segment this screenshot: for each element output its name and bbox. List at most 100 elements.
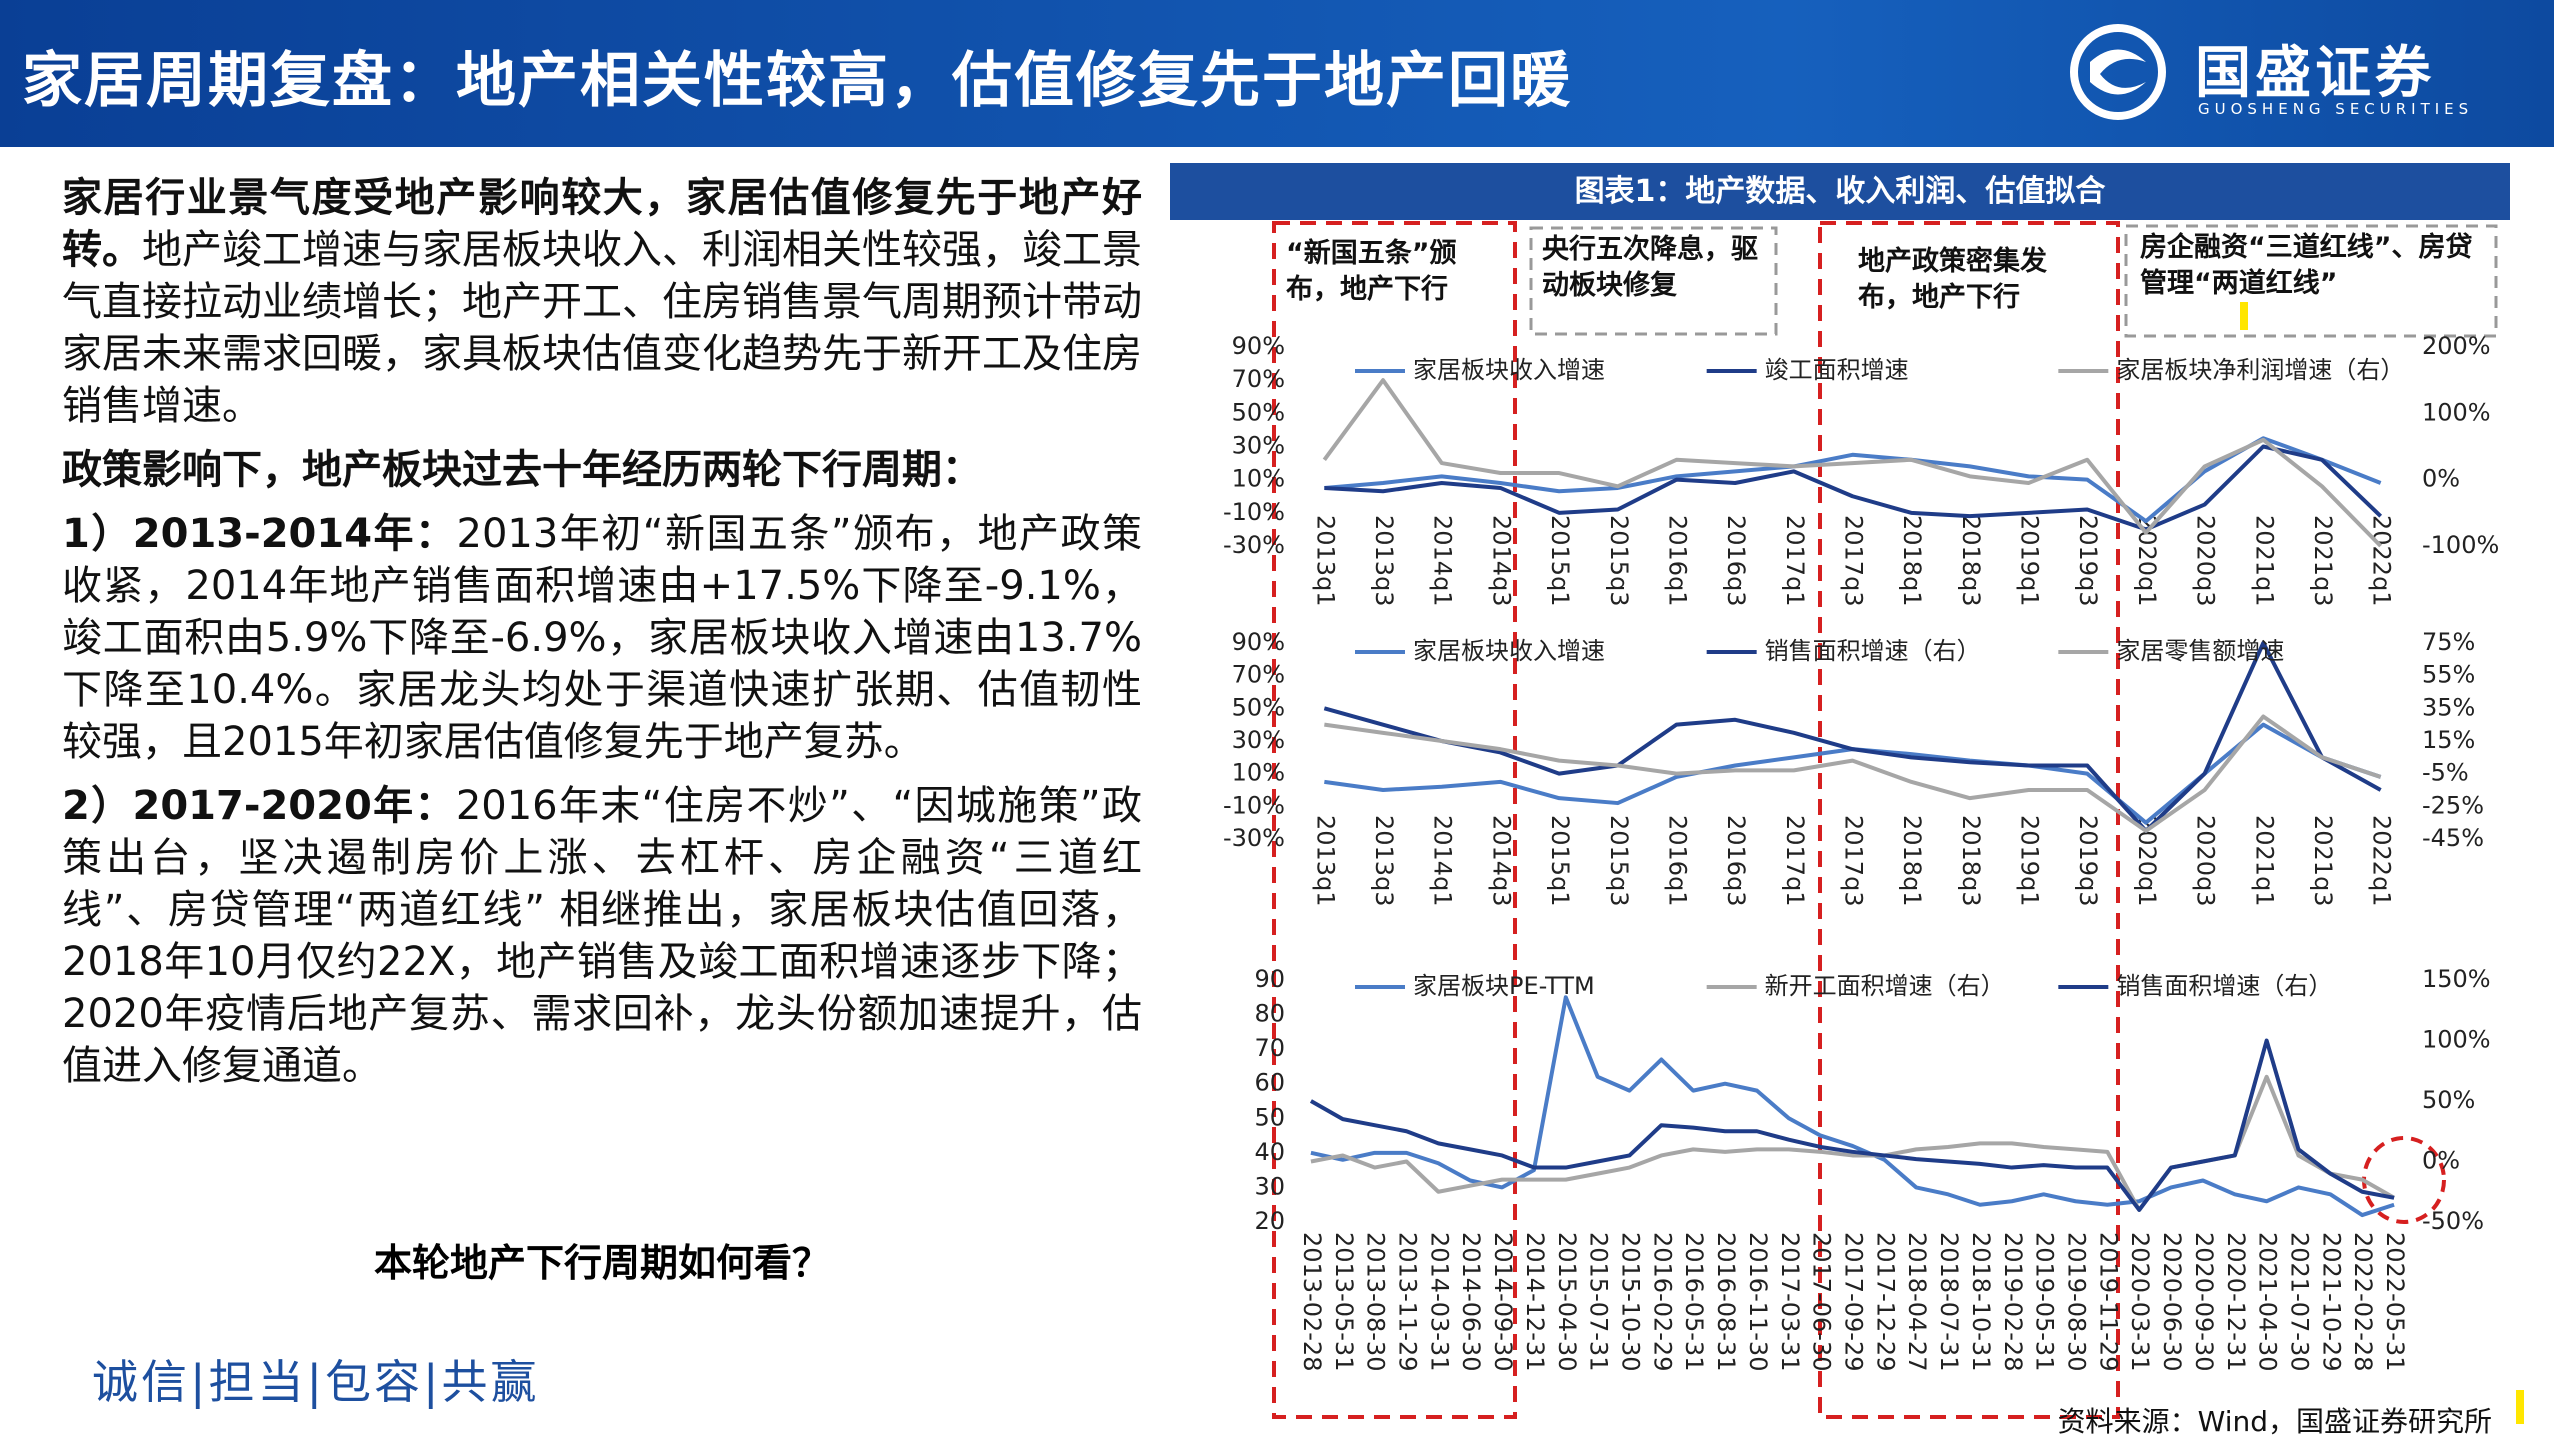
x-tick-label: 2022-02-28: [2349, 1232, 2377, 1371]
y-tick-label: -30%: [1223, 531, 1285, 559]
x-tick-label: 2021-07-30: [2286, 1232, 2314, 1371]
x-tick-label: 2013-05-31: [1330, 1232, 1358, 1371]
x-tick-label: 2019-02-28: [1999, 1232, 2027, 1371]
y2-tick-label: 200%: [2422, 332, 2491, 360]
y2-tick-label: 35%: [2422, 693, 2475, 721]
y-tick-label: 90: [1254, 965, 1285, 993]
series-line: [1324, 722, 2382, 825]
annotation: 房企融资“三道红线”、房贷管理“两道红线”: [2140, 232, 2473, 299]
paragraph-text: 2016年末“住房不炒”、“因城施策”政策出台，坚决遏制房价上涨、去杠杆、房企融…: [62, 783, 1142, 1089]
x-tick-label: 2014q1: [1429, 515, 1457, 607]
x-tick-label: 2013q3: [1370, 515, 1398, 607]
y-tick-label: 90%: [1232, 628, 1285, 656]
x-tick-label: 2013q1: [1311, 815, 1339, 907]
paragraph-lead: 家居行业景气度受地产影响较大，家居估值修复先于地产好转。: [62, 175, 1142, 273]
x-tick-label: 2014q1: [1429, 815, 1457, 907]
y2-tick-label: 15%: [2422, 726, 2475, 754]
paragraph: 政策影响下，地产板块过去十年经历两轮下行周期：: [62, 444, 1142, 496]
y-tick-label: -30%: [1223, 824, 1285, 852]
x-tick-label: 2021q1: [2250, 815, 2278, 907]
x-tick-label: 2017q3: [1840, 515, 1868, 607]
y-tick-label: 60: [1254, 1069, 1285, 1097]
x-tick-label: 2016q1: [1663, 515, 1691, 607]
logo: [2070, 24, 2166, 120]
note-box: [2124, 224, 2498, 338]
header-bar: [0, 0, 2554, 147]
legend-label: 新开工面积增速（右）: [1765, 972, 2005, 1000]
legend-label: 家居板块收入增速: [1413, 356, 1605, 384]
y2-tick-label: 75%: [2422, 628, 2475, 656]
y-tick-label: -10%: [1223, 791, 1285, 819]
x-tick-label: 2013q3: [1370, 815, 1398, 907]
x-tick-label: 2014-06-30: [1457, 1232, 1485, 1371]
y-tick-label: 50: [1254, 1103, 1285, 1131]
x-tick-label: 2016-08-31: [1712, 1232, 1740, 1371]
legend-label: 竣工面积增速: [1765, 356, 1909, 384]
x-tick-label: 2015q3: [1605, 815, 1633, 907]
y-tick-label: 90%: [1232, 332, 1285, 360]
paragraph: 2）2017-2020年：2016年末“住房不炒”、“因城施策”政策出台，坚决遏…: [62, 780, 1142, 1092]
y2-tick-label: -50%: [2422, 1207, 2484, 1235]
x-tick-label: 2020-03-31: [2126, 1232, 2154, 1371]
x-tick-label: 2017-12-29: [1871, 1232, 1899, 1371]
x-tick-label: 2021-10-29: [2317, 1232, 2345, 1371]
series-line: [1309, 1038, 2395, 1212]
series-line: [1310, 995, 2395, 1218]
y2-tick-label: 100%: [2422, 1026, 2491, 1054]
figure-title: 图表1：地产数据、收入利润、估值拟合: [1170, 163, 2510, 220]
y2-tick-label: 0%: [2422, 465, 2460, 493]
y2-tick-label: 55%: [2422, 661, 2475, 689]
x-tick-label: 2020q3: [2192, 515, 2220, 607]
legend-label: 家居零售额增速: [2116, 637, 2284, 665]
x-tick-label: 2022q1: [2368, 515, 2396, 607]
x-tick-label: 2020-09-30: [2190, 1232, 2218, 1371]
y2-tick-label: 100%: [2422, 398, 2491, 426]
paragraph-lead: 1）2013-2014年：: [62, 511, 457, 557]
x-tick-label: 2016q3: [1722, 515, 1750, 607]
x-tick-label: 2020-06-30: [2158, 1232, 2186, 1371]
paragraph: 1）2013-2014年：2013年初“新国五条”颁布，地产政策收紧，2014年…: [62, 508, 1142, 768]
y2-tick-label: 50%: [2422, 1086, 2475, 1114]
y-tick-label: 80: [1254, 1000, 1285, 1028]
highlight-mark: [2240, 302, 2248, 330]
highlight-mark: [2516, 1390, 2524, 1424]
x-tick-label: 2013q1: [1311, 515, 1339, 607]
x-tick-label: 2016q1: [1663, 815, 1691, 907]
paragraph-lead: 政策影响下，地产板块过去十年经历两轮下行周期：: [62, 447, 982, 493]
source: 资料来源：Wind，国盛证券研究所: [2057, 1405, 2492, 1438]
x-tick-label: 2022q1: [2368, 815, 2396, 907]
annotation: 地产政策密集发布，地产下行: [1858, 246, 2047, 313]
logo-text: 国盛证券: [2195, 41, 2435, 106]
y-tick-label: 10%: [1232, 465, 1285, 493]
x-tick-label: 2013-11-29: [1394, 1232, 1422, 1371]
x-tick-label: 2020-12-31: [2222, 1232, 2250, 1371]
x-tick-label: 2018q3: [1957, 815, 1985, 907]
y-tick-label: 40: [1254, 1138, 1285, 1166]
y2-tick-label: -25%: [2422, 791, 2484, 819]
paragraph-text: 2013年初“新国五条”颁布，地产政策收紧，2014年地产销售面积增速由+17.…: [62, 511, 1142, 765]
x-tick-label: 2015q3: [1605, 515, 1633, 607]
x-tick-label: 2013-02-28: [1298, 1232, 1326, 1371]
x-tick-label: 2018q1: [1898, 815, 1926, 907]
y2-tick-label: 0%: [2422, 1147, 2460, 1175]
x-tick-label: 2014q3: [1487, 515, 1515, 607]
x-tick-label: 2013-08-30: [1362, 1232, 1390, 1371]
period-box: [1272, 221, 1517, 1419]
y-tick-label: 30%: [1232, 726, 1285, 754]
slide-title: 家居周期复盘：地产相关性较高，估值修复先于地产回暖: [22, 46, 1572, 116]
x-tick-label: 2021q1: [2250, 515, 2278, 607]
x-tick-label: 2014-12-31: [1521, 1232, 1549, 1371]
note-box: [1529, 226, 1778, 336]
body-text: 家居行业景气度受地产影响较大，家居估值修复先于地产好转。地产竣工增速与家居板块收…: [62, 172, 1142, 1104]
x-tick-label: 2019-11-29: [2094, 1232, 2122, 1371]
y-tick-label: 20: [1254, 1207, 1285, 1235]
x-tick-label: 2015q1: [1546, 515, 1574, 607]
y-tick-label: 30: [1254, 1172, 1285, 1200]
x-tick-label: 2018q1: [1898, 515, 1926, 607]
annotation: 央行五次降息，驱动板块修复: [1542, 234, 1758, 301]
y-tick-label: 70: [1254, 1034, 1285, 1062]
x-tick-label: 2014-09-30: [1489, 1232, 1517, 1371]
x-tick-label: 2021q3: [2309, 815, 2337, 907]
x-tick-label: 2019q3: [2074, 515, 2102, 607]
